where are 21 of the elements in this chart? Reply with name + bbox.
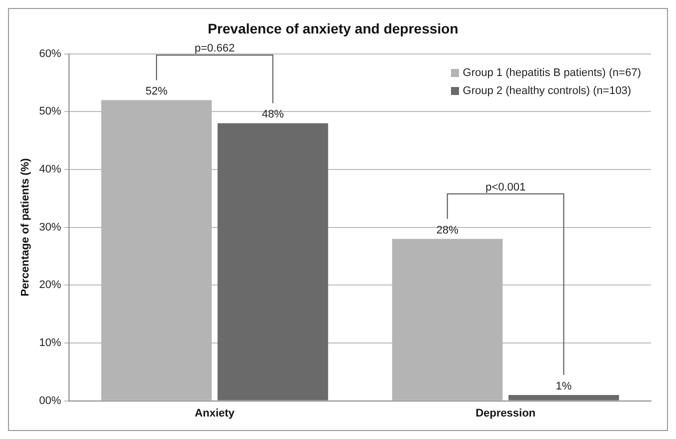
y-tick-label: 40% <box>39 164 62 176</box>
data-label: 1% <box>556 380 572 393</box>
data-label: 52% <box>145 86 168 98</box>
bar <box>508 395 619 400</box>
y-tick-label: 00% <box>39 394 62 407</box>
y-tick-label: 30% <box>39 221 62 234</box>
y-tick-label: 60% <box>39 48 62 60</box>
annotation: p<0.001 <box>486 181 526 194</box>
legend-label: Group 1 (hepatitis B patients) (n=67) <box>462 66 641 81</box>
data-label: 48% <box>262 108 284 121</box>
x-tick-label: Anxiety <box>194 407 236 420</box>
y-axis-title: Percentage of patients (%) <box>20 158 32 296</box>
annotation: p=0.662 <box>194 42 235 55</box>
y-tick-label: 50% <box>39 106 62 118</box>
legend-label: Group 2 (healthy controls) (n=103) <box>462 84 632 99</box>
x-tick-label: Depression <box>476 407 536 420</box>
y-tick-label: 20% <box>39 279 62 292</box>
chart-title: Prevalence of anxiety and depression <box>208 20 458 36</box>
bar <box>218 123 328 400</box>
y-tick-label: 10% <box>39 337 62 349</box>
data-label: 28% <box>436 224 459 236</box>
